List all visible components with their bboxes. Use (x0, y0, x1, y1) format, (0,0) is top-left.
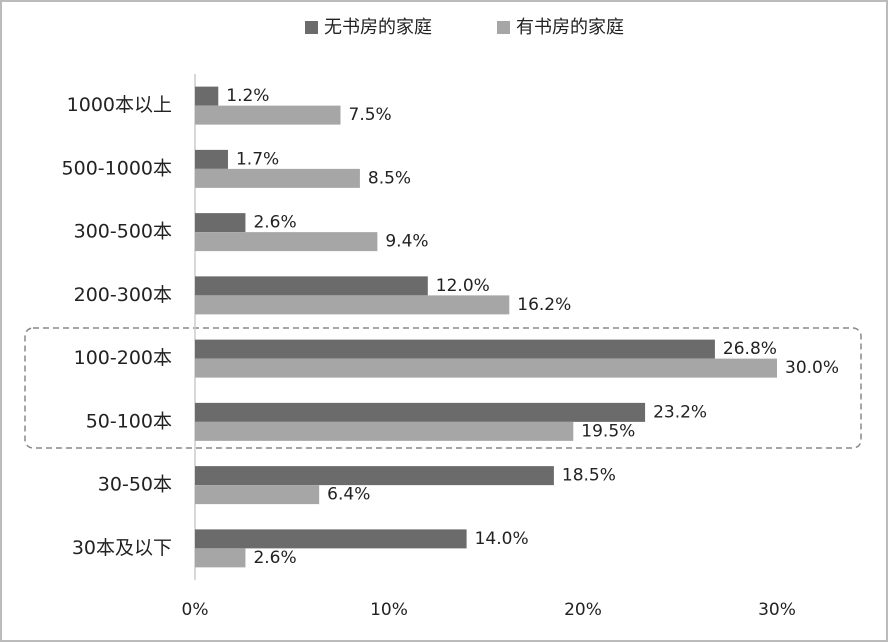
bar (195, 86, 219, 106)
x-tick-label: 0% (182, 600, 209, 620)
bar (195, 485, 320, 505)
bar (195, 276, 428, 296)
value-label: 6.4% (327, 485, 370, 505)
value-label: 30.0% (785, 358, 839, 378)
x-tick-label: 10% (370, 600, 408, 620)
bar (195, 339, 715, 359)
bar (195, 232, 378, 252)
bar (195, 168, 360, 188)
value-label: 12.0% (436, 276, 490, 296)
highlight-box (24, 327, 862, 449)
legend-swatch (497, 21, 510, 34)
value-label: 18.5% (562, 466, 616, 486)
value-label: 23.2% (653, 402, 707, 422)
y-tick-label: 300-500本 (74, 221, 172, 243)
y-tick-label: 1000本以上 (67, 94, 172, 116)
value-label: 2.6% (253, 548, 296, 568)
value-label: 19.5% (581, 421, 635, 441)
bar (195, 295, 510, 315)
bar (195, 402, 646, 422)
value-label: 1.7% (236, 149, 279, 169)
value-label: 8.5% (368, 168, 411, 188)
y-tick-label: 30本及以下 (72, 537, 172, 559)
x-tick-label: 20% (564, 600, 602, 620)
value-label: 7.5% (349, 105, 392, 125)
y-tick-label: 500-1000本 (62, 157, 172, 179)
y-tick-label: 50-100本 (86, 410, 172, 432)
bar (195, 548, 246, 568)
y-tick-label: 100-200本 (74, 347, 172, 369)
bar (195, 105, 341, 125)
bar (195, 466, 554, 486)
value-label: 1.2% (226, 86, 269, 106)
value-label: 9.4% (385, 232, 428, 252)
value-label: 14.0% (475, 529, 529, 549)
bar (195, 358, 777, 378)
value-label: 26.8% (723, 339, 777, 359)
legend-label: 有书房的家庭 (516, 17, 624, 38)
bar (195, 213, 246, 233)
bar (195, 421, 574, 441)
value-label: 2.6% (253, 213, 296, 233)
x-tick-label: 30% (758, 600, 796, 620)
legend-label: 无书房的家庭 (324, 17, 432, 38)
bar (195, 529, 467, 549)
value-label: 16.2% (517, 295, 571, 315)
legend-swatch (305, 21, 318, 34)
y-tick-label: 30-50本 (98, 474, 172, 496)
bar (195, 149, 228, 169)
y-tick-label: 200-300本 (74, 284, 172, 306)
